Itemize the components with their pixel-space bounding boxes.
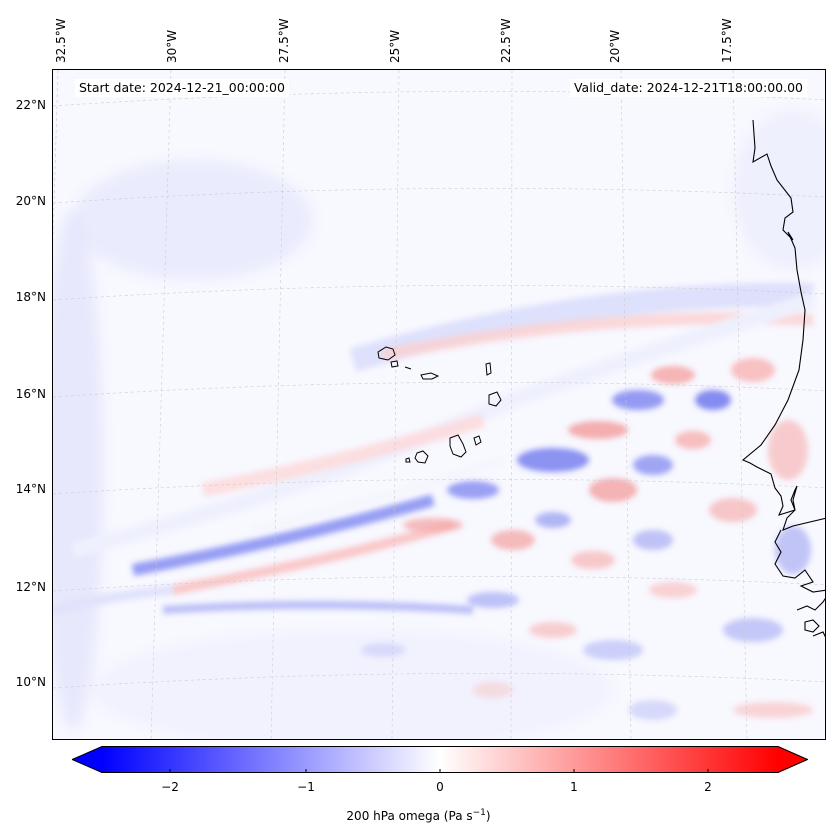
- lat-label-22n: 22°N: [15, 98, 46, 112]
- africa-coastline: [741, 119, 825, 638]
- coastlines: [377, 346, 502, 464]
- island-sal: [485, 362, 492, 376]
- lat-label-10n: 10°N: [15, 675, 46, 689]
- lat-label-12n: 12°N: [15, 580, 46, 594]
- lat-label-18n: 18°N: [15, 290, 46, 304]
- map-panel[interactable]: Start date: 2024-12-21_00:00:00 Valid_da…: [52, 69, 826, 740]
- colorbar-label-close: ): [485, 809, 491, 823]
- colorbar-outline: [72, 746, 808, 773]
- island-santa-luzia: [404, 366, 412, 370]
- colorbar-gradient: [102, 746, 778, 773]
- wave-bands: [53, 282, 816, 720]
- valid-date-label: Valid_date: 2024-12-21T18:00:00.00: [569, 79, 807, 97]
- lat-label-20n: 20°N: [15, 194, 46, 208]
- lat-label-16n: 16°N: [15, 387, 46, 401]
- omega-field-map: [53, 70, 825, 739]
- lon-label-30w: 30°W: [165, 29, 179, 63]
- lat-label-14n: 14°N: [15, 482, 46, 496]
- island-sao-vicente: [390, 360, 399, 368]
- lon-label-22-5w: 22.5°W: [499, 18, 513, 63]
- island-santiago: [449, 434, 467, 458]
- island-fogo: [414, 450, 429, 464]
- lon-label-32-5w: 32.5°W: [54, 18, 68, 63]
- background-tint: [53, 70, 825, 739]
- colorbar-tick-minus1: −1: [297, 780, 315, 794]
- graticule: [53, 70, 825, 739]
- island-boa-vista: [488, 391, 502, 407]
- colorbar-label-text: 200 hPa omega (Pa s: [346, 809, 473, 823]
- island-brava: [405, 457, 411, 463]
- colorbar: [72, 746, 808, 773]
- lon-label-20w: 20°W: [608, 29, 622, 63]
- colorbar-tick-2: 2: [704, 780, 712, 794]
- island-santo-antao: [377, 346, 396, 361]
- colorbar-low-extension: [72, 746, 102, 773]
- lon-label-17-5w: 17.5°W: [720, 18, 734, 63]
- lon-label-27-5w: 27.5°W: [277, 18, 291, 63]
- lon-label-25w: 25°W: [388, 29, 402, 63]
- colorbar-tick-0: 0: [436, 780, 444, 794]
- island-sao-nicolau: [420, 372, 440, 380]
- colorbar-tickmarks: [169, 769, 709, 773]
- colorbar-high-extension: [778, 746, 808, 773]
- island-maio: [473, 435, 482, 446]
- colorbar-tick-minus2: −2: [161, 780, 179, 794]
- colorbar-label: 200 hPa omega (Pa s−1): [0, 808, 837, 823]
- colorbar-label-exponent: −1: [472, 808, 486, 818]
- colorbar-tick-1: 1: [570, 780, 578, 794]
- start-date-label: Start date: 2024-12-21_00:00:00: [75, 79, 289, 97]
